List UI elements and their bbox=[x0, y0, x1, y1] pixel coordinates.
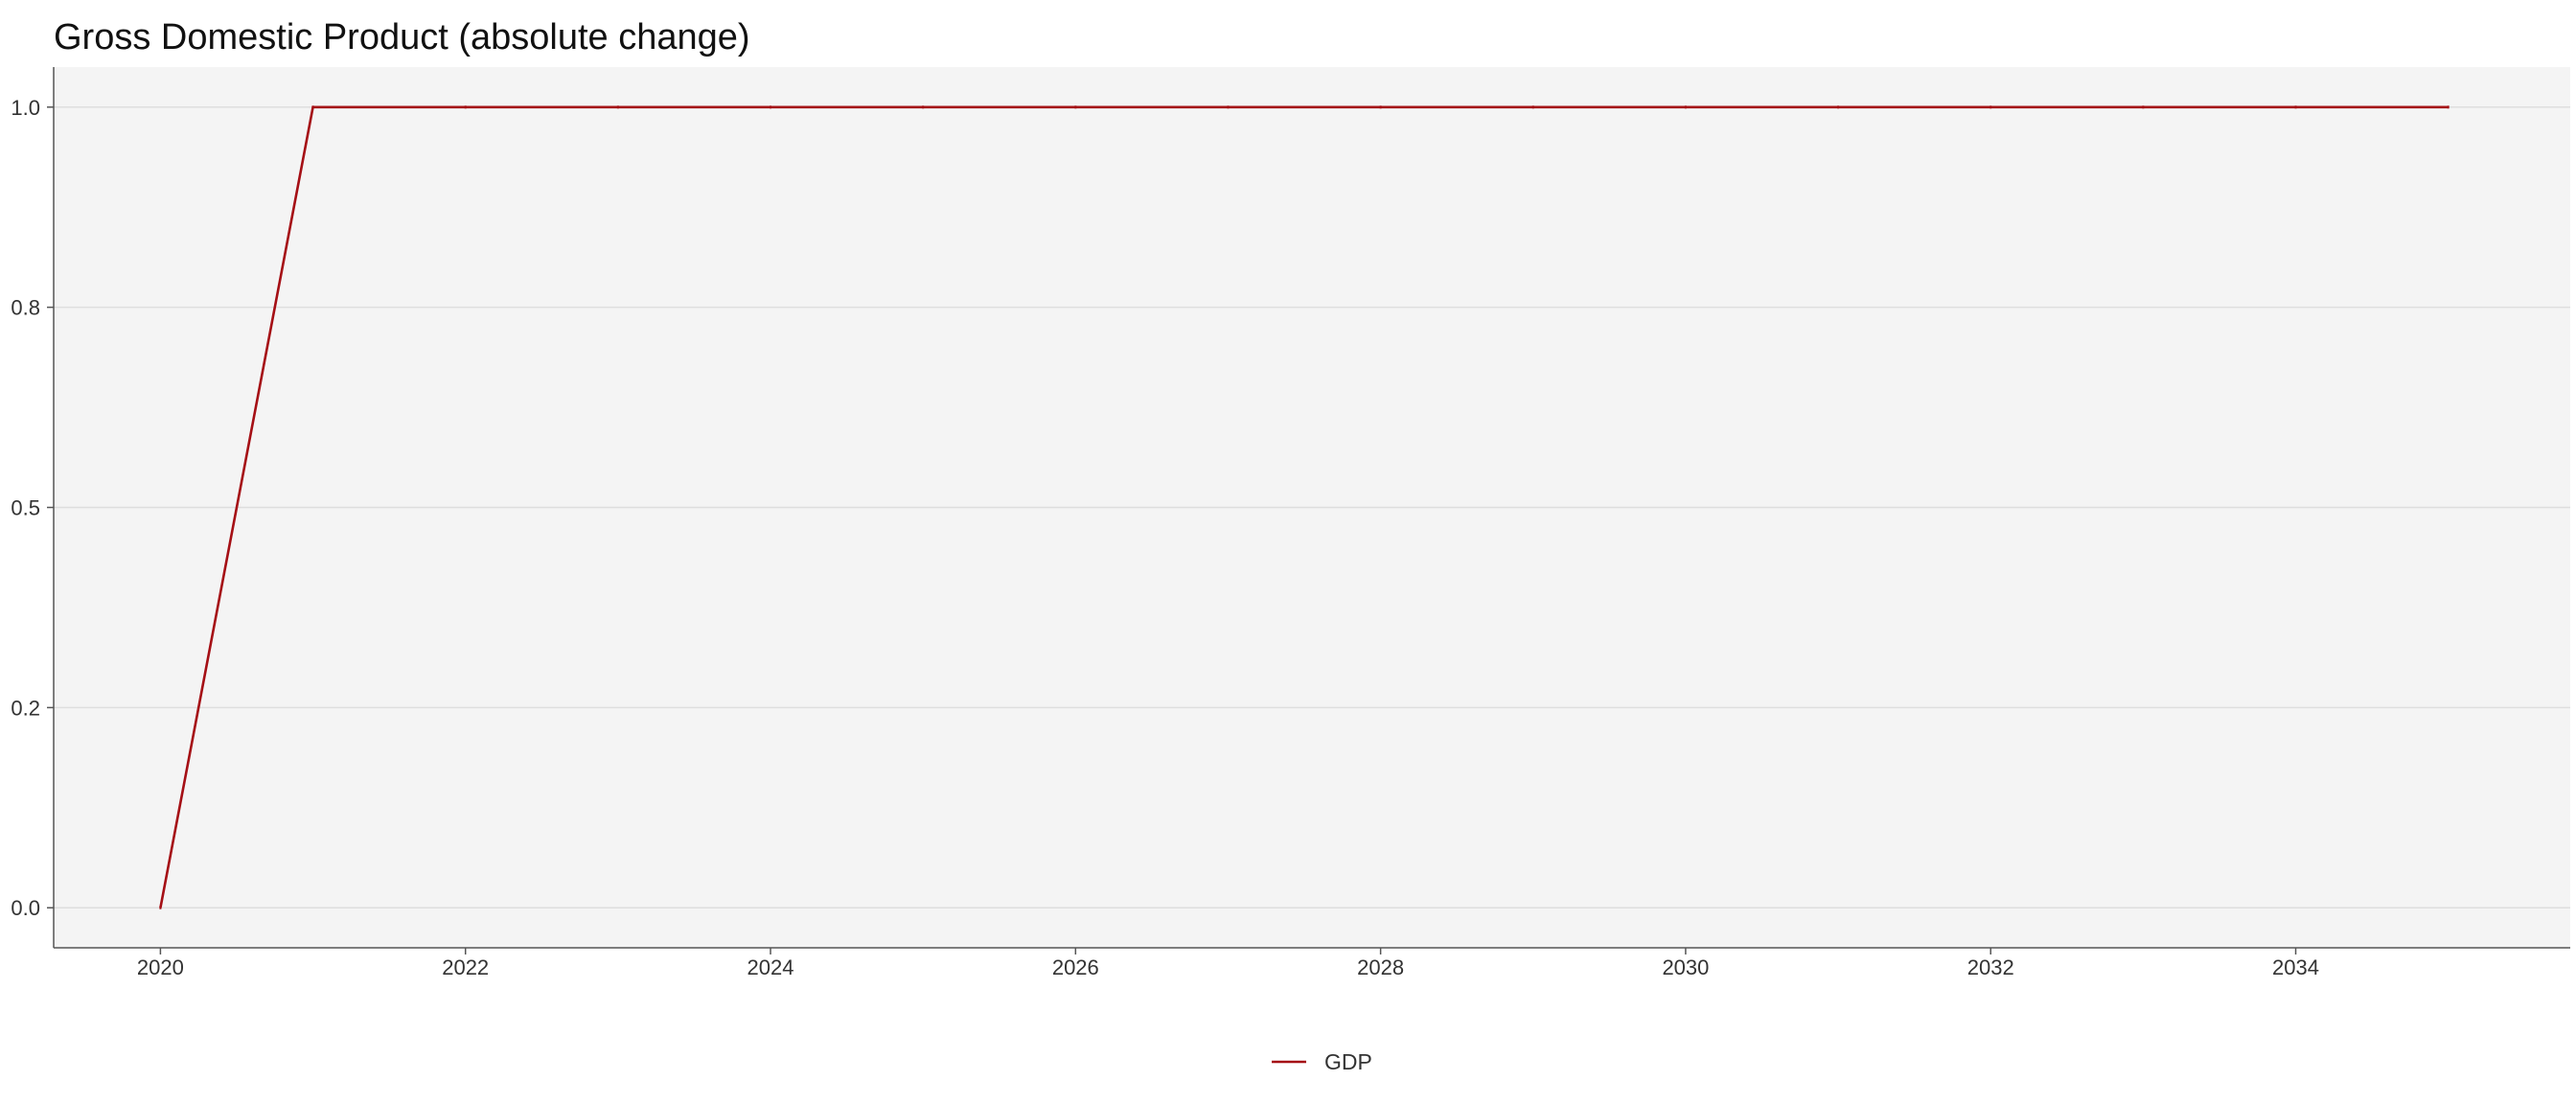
axes: 0.0 0.2 0.5 0.8 1.0 2020 2022 2024 2026 2028 2030 2… bbox=[11, 67, 2570, 979]
x-tick-label: 2030 bbox=[1662, 955, 1709, 979]
x-tick-label: 2026 bbox=[1052, 955, 1099, 979]
x-tick-label: 2020 bbox=[137, 955, 184, 979]
x-tick-label: 2034 bbox=[2272, 955, 2319, 979]
x-tick-label: 2032 bbox=[1967, 955, 2014, 979]
legend: GDP bbox=[1272, 1049, 1372, 1074]
y-tick-label: 0.0 bbox=[11, 896, 40, 920]
legend-label: GDP bbox=[1324, 1049, 1372, 1074]
y-tick-label: 0.2 bbox=[11, 696, 40, 720]
x-tick-label: 2022 bbox=[442, 955, 489, 979]
y-tick-label: 0.5 bbox=[11, 496, 40, 520]
x-tick-label: 2024 bbox=[748, 955, 794, 979]
series-line-gdp bbox=[159, 105, 2449, 908]
series-layer bbox=[159, 105, 2450, 909]
y-tick-label: 0.8 bbox=[11, 296, 40, 320]
y-tick-label: 1.0 bbox=[11, 96, 40, 120]
x-tick-label: 2028 bbox=[1357, 955, 1404, 979]
chart-title: Gross Domestic Product (absolute change) bbox=[54, 17, 750, 58]
